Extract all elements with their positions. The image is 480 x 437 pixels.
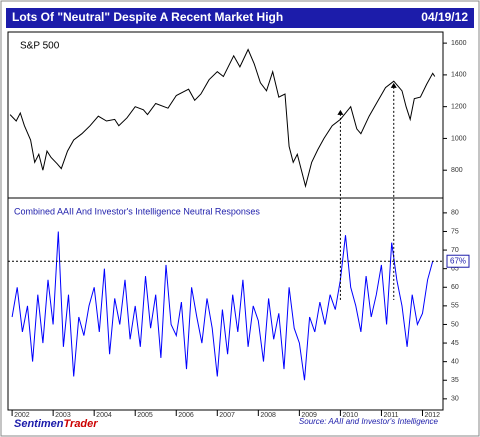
- y-tick-label: 50: [451, 321, 459, 328]
- x-tick-label: 2008: [260, 412, 276, 419]
- x-tick-label: 2006: [178, 412, 194, 419]
- current-badge: [446, 254, 470, 268]
- logo-part: Trader: [64, 418, 99, 430]
- marker-arrow: [390, 82, 397, 88]
- logo: SentimenTrader: [14, 418, 98, 430]
- y-tick-label: 70: [451, 247, 459, 254]
- x-tick-label: 2007: [219, 412, 235, 419]
- panel-title: Combined AAII And Investor's Intelligenc…: [14, 206, 260, 216]
- y-tick-label: 65: [451, 266, 459, 273]
- y-tick-label: 1200: [451, 104, 467, 111]
- x-tick-label: 2010: [342, 412, 358, 419]
- y-tick-label: 30: [451, 396, 459, 403]
- y-tick-label: 40: [451, 358, 459, 365]
- series-line: [11, 231, 434, 381]
- y-tick-label: 75: [451, 228, 459, 235]
- x-tick-label: 2003: [55, 412, 71, 419]
- current-label: 67%: [450, 256, 466, 265]
- y-tick-label: 55: [451, 303, 459, 310]
- panel-title: S&P 500: [20, 41, 60, 52]
- title: Lots Of "Neutral" Despite A Recent Marke…: [12, 10, 283, 24]
- y-tick-label: 60: [451, 284, 459, 291]
- x-tick-label: 2005: [137, 412, 153, 419]
- x-tick-label: 2002: [14, 412, 30, 419]
- x-tick-label: 2012: [424, 412, 440, 419]
- y-tick-label: 1000: [451, 135, 467, 142]
- y-tick-label: 80: [451, 210, 459, 217]
- y-tick-label: 1600: [451, 40, 467, 47]
- x-tick-label: 2004: [96, 412, 112, 419]
- source: Source: AAII and Investor's Intelligence: [299, 417, 439, 426]
- date: 04/19/12: [421, 10, 468, 24]
- y-tick-label: 45: [451, 340, 459, 347]
- y-tick-label: 1400: [451, 72, 467, 79]
- series-line: [9, 48, 436, 189]
- x-tick-label: 2009: [301, 412, 317, 419]
- logo-part: Sentimen: [14, 418, 64, 430]
- y-tick-label: 35: [451, 377, 459, 384]
- title-bar: [6, 8, 474, 28]
- x-tick-label: 2011: [383, 412, 398, 419]
- marker-arrow: [337, 109, 344, 115]
- y-tick-label: 800: [451, 167, 463, 174]
- plot-frame: [7, 31, 444, 411]
